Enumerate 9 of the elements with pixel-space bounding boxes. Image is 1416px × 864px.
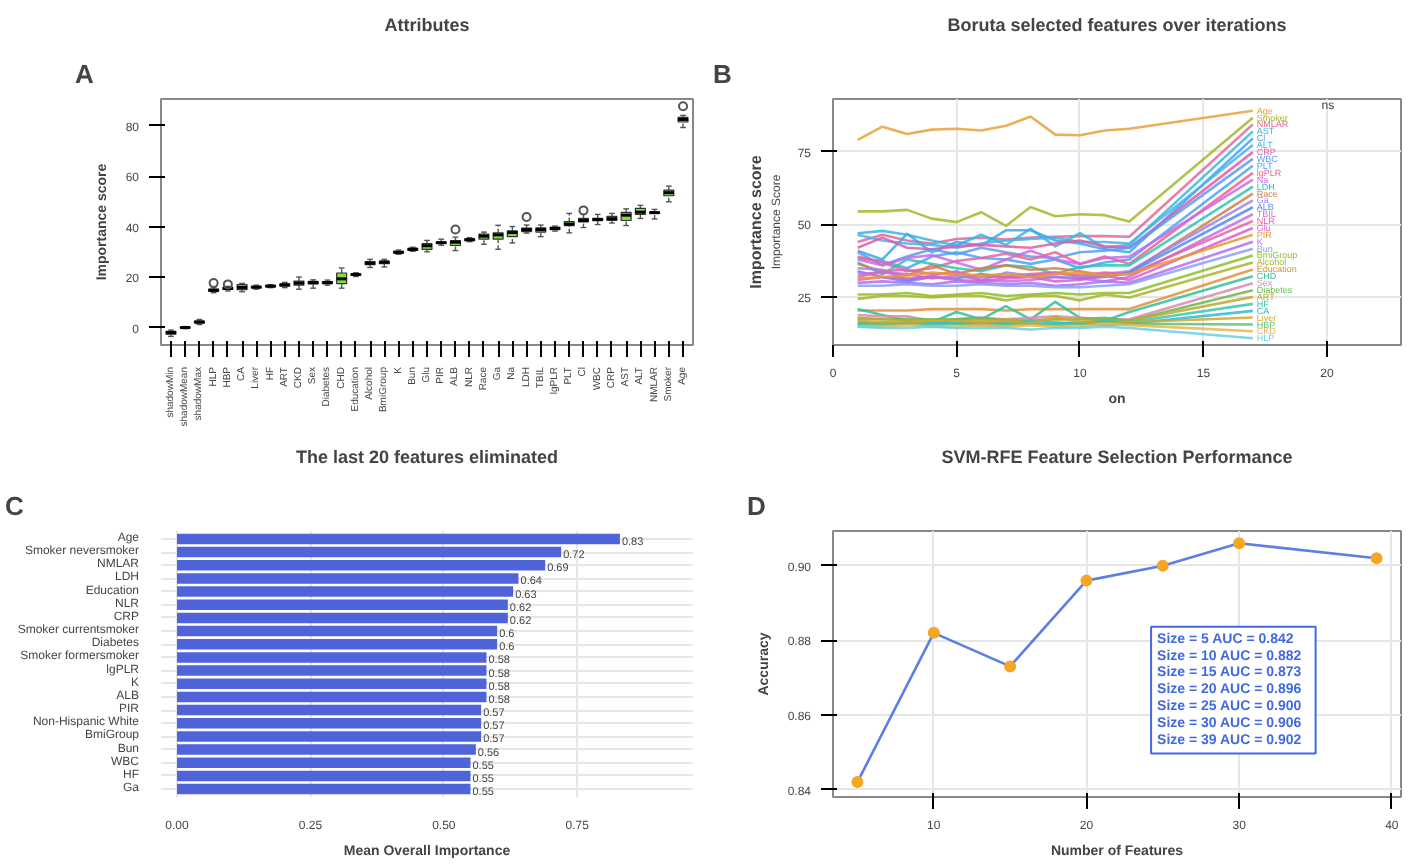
text: D bbox=[747, 491, 766, 521]
text: A bbox=[75, 59, 95, 89]
text: B bbox=[713, 59, 732, 89]
chart-title: Attributes bbox=[384, 15, 470, 35]
chart-title: Boruta selected features over iterations bbox=[947, 15, 1287, 35]
text: C bbox=[5, 491, 25, 521]
chart-title: The last 20 features eliminated bbox=[295, 447, 559, 467]
chart-title: SVM-RFE Feature Selection Performance bbox=[941, 447, 1293, 467]
y-axis-title: Importance score bbox=[747, 154, 765, 289]
